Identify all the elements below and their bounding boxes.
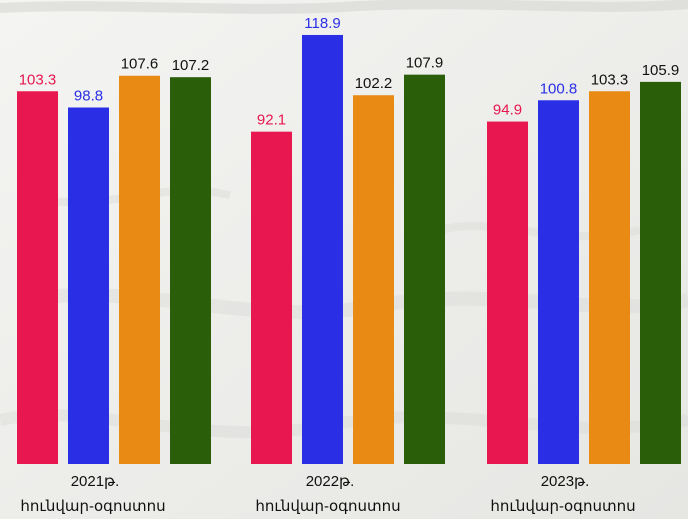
category-period-label: հունվար-օգոստոս — [255, 498, 401, 515]
data-label-2-1: 100.8 — [540, 80, 578, 97]
bar-2-1 — [538, 100, 579, 464]
category-year-label: 2021թ. — [70, 473, 120, 490]
category-period-label: հունվար-օգոստոս — [20, 498, 166, 515]
category-period-label: հունվար-օգոստոս — [490, 498, 636, 515]
data-label-2-0: 94.9 — [493, 102, 522, 119]
data-label-2-3: 105.9 — [642, 62, 680, 79]
data-label-1-0: 92.1 — [257, 112, 286, 129]
bar-2-2 — [589, 91, 630, 465]
data-label-0-2: 107.6 — [121, 56, 159, 73]
data-label-0-3: 107.2 — [172, 57, 210, 74]
bar-1-2 — [353, 95, 394, 464]
bar-1-3 — [404, 74, 445, 465]
bar-0-1 — [68, 107, 109, 464]
bar-2-3 — [640, 81, 681, 464]
bar-0-2 — [119, 75, 160, 464]
data-label-1-3: 107.9 — [406, 55, 444, 72]
data-label-1-2: 102.2 — [355, 75, 393, 92]
bar-1-0 — [251, 131, 292, 465]
category-year-label: 2022թ. — [305, 473, 355, 490]
category-year-label: 2023թ. — [540, 473, 590, 490]
bar-2-0 — [487, 121, 528, 465]
data-label-0-1: 98.8 — [74, 87, 103, 104]
bar-0-0 — [17, 91, 58, 465]
data-label-2-2: 103.3 — [591, 71, 629, 88]
data-label-0-0: 103.3 — [19, 71, 57, 88]
bar-0-3 — [170, 77, 211, 464]
bar-1-1 — [302, 34, 343, 464]
data-label-1-1: 118.9 — [304, 15, 340, 32]
